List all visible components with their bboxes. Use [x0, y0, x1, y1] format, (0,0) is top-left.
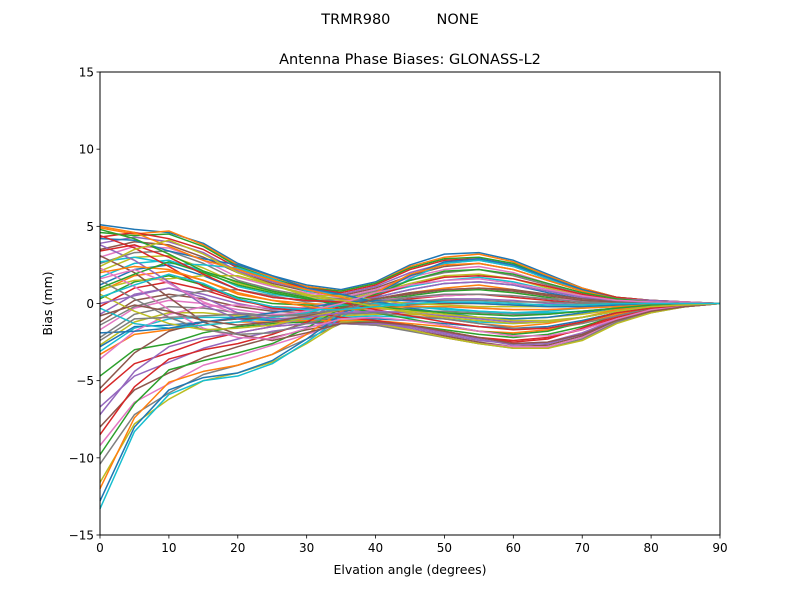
- x-tick-label: 60: [506, 541, 521, 555]
- x-axis: 0 10 20 30 40 50 60 70 80 90: [96, 535, 728, 555]
- x-tick-label: 50: [437, 541, 452, 555]
- series-line-47: [99, 267, 721, 340]
- x-tick-label: 30: [299, 541, 314, 555]
- series-line-4: [99, 231, 721, 305]
- y-tick-label: −5: [76, 374, 94, 388]
- chart-title: Antenna Phase Biases: GLONASS-L2: [279, 52, 541, 68]
- x-tick-label: 10: [161, 541, 176, 555]
- x-tick-label: 20: [230, 541, 245, 555]
- y-tick-label: −15: [69, 529, 94, 543]
- series-line-59: [99, 239, 721, 325]
- series-line-56: [99, 287, 720, 326]
- series-line-52: [99, 265, 720, 311]
- x-tick-label: 40: [368, 541, 383, 555]
- plot-lines: [99, 224, 721, 510]
- y-axis: −15 −10 −5 0 5 10 15: [69, 66, 100, 543]
- series-line-60: [99, 273, 720, 311]
- x-tick-label: 70: [575, 541, 590, 555]
- x-axis-label: Elvation angle (degrees): [333, 562, 486, 577]
- series-line-53: [99, 261, 720, 317]
- x-tick-label: 0: [96, 541, 104, 555]
- figure-suptitle: TRMR980 NONE: [320, 12, 479, 28]
- series-line-51: [99, 299, 720, 334]
- y-tick-label: 5: [86, 220, 94, 234]
- x-tick-label: 80: [643, 541, 658, 555]
- y-tick-label: 0: [86, 297, 94, 311]
- series-line-28: [99, 302, 721, 465]
- x-tick-label: 90: [712, 541, 727, 555]
- series-line-33: [99, 268, 720, 456]
- y-tick-label: −10: [69, 451, 94, 465]
- series-line-57: [99, 268, 720, 317]
- y-tick-label: 15: [79, 66, 94, 80]
- y-axis-label: Bias (mm): [40, 271, 55, 335]
- y-tick-label: 10: [79, 143, 94, 157]
- series-line-54: [99, 244, 721, 331]
